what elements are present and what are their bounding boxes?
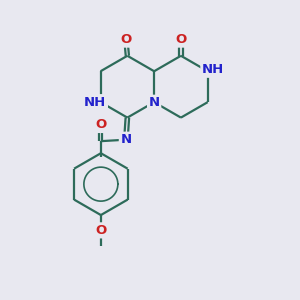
Text: O: O bbox=[175, 33, 187, 46]
Text: N: N bbox=[120, 133, 131, 146]
Text: O: O bbox=[95, 118, 106, 131]
Text: NH: NH bbox=[84, 96, 106, 109]
Text: N: N bbox=[148, 96, 160, 109]
Text: NH: NH bbox=[202, 63, 224, 76]
Text: O: O bbox=[95, 224, 106, 237]
Text: O: O bbox=[120, 33, 131, 46]
